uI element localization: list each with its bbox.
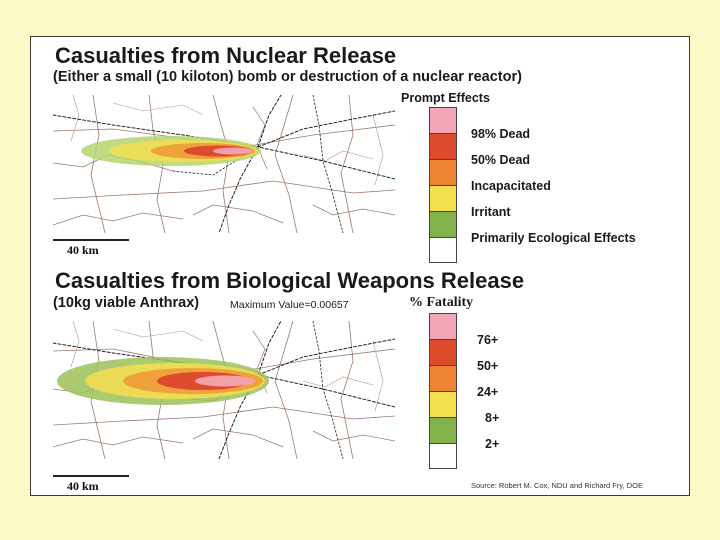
scale-line	[53, 239, 129, 241]
legend-swatch-98-dead	[429, 133, 457, 159]
legend-swatch-2-plus	[429, 443, 457, 469]
figure-card: Casualties from Nuclear Release (Either …	[30, 36, 690, 496]
nuclear-plume	[81, 136, 261, 166]
legend-swatch-76-plus	[429, 339, 457, 365]
legend-swatch-8-plus	[429, 417, 457, 443]
legend-label-ecological: Primarily Ecological Effects	[471, 231, 636, 245]
legend-swatch-50-dead	[429, 159, 457, 185]
bio-title: Casualties from Biological Weapons Relea…	[55, 268, 525, 293]
nuclear-subtitle: (Either a small (10 kiloton) bomb or des…	[53, 69, 522, 85]
legend-label-2-plus: 2+	[485, 437, 500, 451]
legend-label-8-plus: 8+	[485, 411, 500, 425]
legend-swatch-incapacitated	[429, 185, 457, 211]
bio-subtitle: (10kg viable Anthrax)	[53, 295, 200, 311]
legend-swatch-irritant	[429, 211, 457, 237]
legend-swatch-ecological	[429, 237, 457, 263]
anthrax-plume	[57, 357, 269, 405]
legend-swatch-pink	[429, 313, 457, 339]
nuclear-legend-title: Prompt Effects	[401, 91, 490, 105]
scale-label: 40 km	[67, 479, 99, 493]
source-credit: Source: Robert M. Cox, NDU and Richard F…	[471, 481, 643, 490]
legend-label-50-plus: 50+	[477, 359, 499, 373]
legend-label-50-dead: 50% Dead	[471, 153, 531, 167]
legend-label-incapacitated: Incapacitated	[471, 179, 551, 193]
legend-label-irritant: Irritant	[471, 205, 511, 219]
legend-label-98-dead: 98% Dead	[471, 127, 531, 141]
scale-label: 40 km	[67, 243, 99, 257]
legend-swatch-pink	[429, 107, 457, 133]
nuclear-title: Casualties from Nuclear Release	[55, 43, 397, 68]
legend-label-76-plus: 76+	[477, 333, 499, 347]
nuclear-plume-map	[53, 95, 395, 233]
bio-legend-title: % Fatality	[409, 295, 474, 310]
legend-swatch-24-plus	[429, 391, 457, 417]
scale-line	[53, 475, 129, 477]
bio-max-value: Maximum Value=0.00657	[230, 299, 349, 311]
bio-plume-map	[53, 321, 395, 459]
road-network	[53, 95, 395, 233]
legend-label-24-plus: 24+	[477, 385, 499, 399]
legend-swatch-50-plus	[429, 365, 457, 391]
